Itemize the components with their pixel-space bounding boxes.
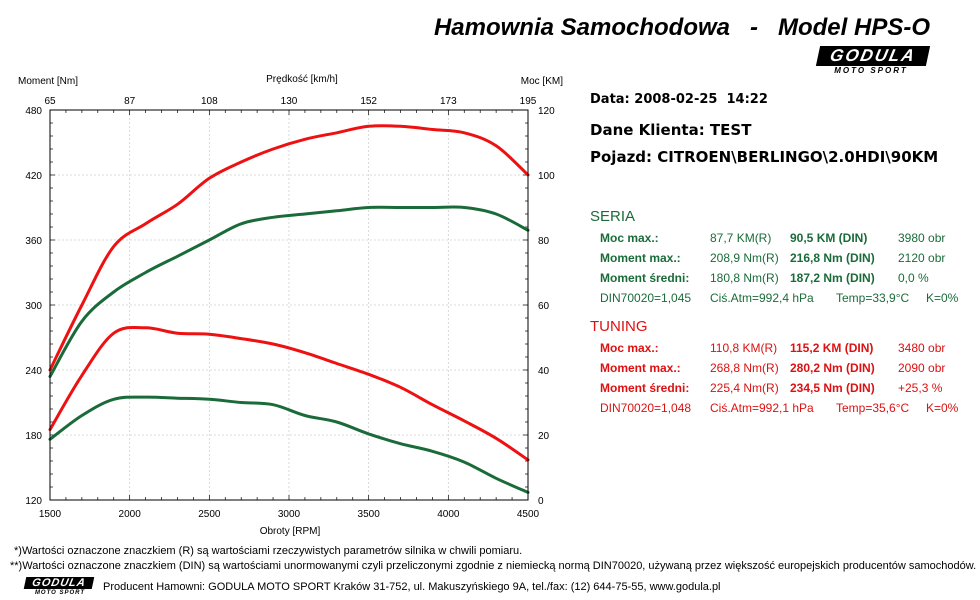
x-tick-label: 1500: [39, 509, 62, 520]
plot-frame: [49, 109, 529, 501]
tuning-power-real: 110,8 KM(R): [710, 341, 778, 355]
tuning-avg-din: 234,5 Nm (DIN): [790, 381, 875, 395]
godula-logo-small: GODULA: [23, 577, 95, 589]
tuning-avg-label: Moment średni:: [600, 381, 690, 395]
tuning-power-label: Moc max.:: [600, 341, 659, 355]
seria-avg-din: 187,2 Nm (DIN): [790, 271, 875, 285]
seria-temperature: Temp=33,9°C: [836, 291, 910, 305]
x-axis-label: Obroty [RPM]: [260, 526, 321, 537]
footnote-real-values: *)Wartości oznaczone znaczkiem (R) są wa…: [14, 545, 523, 557]
x-top-tick-label: 195: [520, 96, 537, 107]
seria-din-factor: DIN70020=1,045: [600, 291, 692, 305]
seria-torque-rpm: 2120 obr: [898, 251, 946, 265]
x-tick-label: 2500: [198, 509, 221, 520]
y-right-axis-label: Moc [KM]: [521, 76, 563, 87]
series-line-tuning-power: [48, 124, 530, 372]
y-left-tick-label: 240: [25, 366, 42, 377]
seria-k-factor: K=0%: [926, 291, 959, 305]
y-right-tick-label: 20: [538, 431, 550, 442]
x-top-tick-label: 130: [281, 96, 298, 107]
y-right-tick-label: 80: [538, 236, 550, 247]
y-left-tick-label: 360: [25, 236, 42, 247]
footnote-din-values: **)Wartości oznaczone znaczkiem (DIN) są…: [10, 560, 977, 572]
y-left-tick-label: 120: [25, 496, 42, 507]
tuning-torque-din: 280,2 Nm (DIN): [790, 361, 875, 375]
y-right-tick-label: 120: [538, 106, 555, 117]
grid: [49, 109, 529, 501]
tuning-torque-rpm: 2090 obr: [898, 361, 946, 375]
seria-torque-din: 216,8 Nm (DIN): [790, 251, 875, 265]
axis-ticks: 1500652000872500108300013035001524000173…: [25, 96, 555, 520]
seria-avg-real: 180,8 Nm(R): [710, 271, 779, 285]
seria-torque-label: Moment max.:: [600, 251, 681, 265]
godula-logo: GODULA: [815, 46, 931, 66]
x-top-axis-label: Prędkość [km/h]: [266, 74, 338, 85]
y-right-tick-label: 40: [538, 366, 550, 377]
vehicle-name: Pojazd: CITROEN\BERLINGO\2.0HDI\90KM: [590, 148, 939, 166]
series-line-seria-torque: [48, 395, 530, 494]
x-top-tick-label: 152: [360, 96, 377, 107]
seria-pressure: Ciś.Atm=992,4 hPa: [710, 291, 814, 305]
tuning-avg-pct: +25,3 %: [898, 381, 943, 395]
godula-logo-small-subtitle: MOTO SPORT: [34, 590, 86, 596]
tuning-pressure: Ciś.Atm=992,1 hPa: [710, 401, 814, 415]
tuning-avg-real: 225,4 Nm(R): [710, 381, 779, 395]
x-tick-label: 4500: [517, 509, 540, 520]
y-left-tick-label: 180: [25, 431, 42, 442]
godula-logo-subtitle: MOTO SPORT: [834, 66, 908, 75]
tuning-power-rpm: 3480 obr: [898, 341, 946, 355]
series: [48, 124, 530, 494]
tuning-k-factor: K=0%: [926, 401, 959, 415]
x-tick-label: 3500: [358, 509, 381, 520]
seria-power-real: 87,7 KM(R): [710, 231, 772, 245]
series-line-tuning-torque: [48, 325, 530, 462]
y-right-tick-label: 100: [538, 171, 555, 182]
tuning-din-factor: DIN70020=1,048: [600, 401, 692, 415]
seria-torque-real: 208,9 Nm(R): [710, 251, 779, 265]
client-name: Dane Klienta: TEST: [590, 121, 752, 139]
seria-avg-pct: 0,0 %: [898, 271, 929, 285]
tuning-torque-label: Moment max.:: [600, 361, 681, 375]
dyno-chart: Moment [Nm] Prędkość [km/h] Moc [KM] Obr…: [18, 74, 563, 537]
x-tick-label: 2000: [119, 509, 142, 520]
seria-power-rpm: 3980 obr: [898, 231, 946, 245]
x-top-tick-label: 65: [44, 96, 56, 107]
y-right-tick-label: 0: [538, 496, 544, 507]
x-top-tick-label: 173: [440, 96, 457, 107]
y-left-tick-label: 420: [25, 171, 42, 182]
y-left-axis-label: Moment [Nm]: [18, 76, 78, 87]
test-date: Data: 2008-02-25 14:22: [590, 92, 768, 107]
y-right-tick-label: 60: [538, 301, 550, 312]
x-top-tick-label: 108: [201, 96, 218, 107]
producer-info: Producent Hamowni: GODULA MOTO SPORT Kra…: [103, 581, 721, 593]
seria-power-label: Moc max.:: [600, 231, 659, 245]
x-top-tick-label: 87: [124, 96, 136, 107]
tuning-title: TUNING: [590, 318, 648, 335]
x-tick-label: 4000: [437, 509, 460, 520]
page-title: Hamownia Samochodowa - Model HPS-O: [433, 14, 930, 41]
series-line-seria-power: [48, 205, 530, 378]
tuning-temperature: Temp=35,6°C: [836, 401, 910, 415]
tuning-power-din: 115,2 KM (DIN): [790, 341, 874, 355]
x-tick-label: 3000: [278, 509, 301, 520]
seria-power-din: 90,5 KM (DIN): [790, 231, 868, 245]
tuning-torque-real: 268,8 Nm(R): [710, 361, 779, 375]
y-left-tick-label: 480: [25, 106, 42, 117]
seria-title: SERIA: [590, 208, 636, 225]
y-left-tick-label: 300: [25, 301, 42, 312]
seria-avg-label: Moment średni:: [600, 271, 690, 285]
